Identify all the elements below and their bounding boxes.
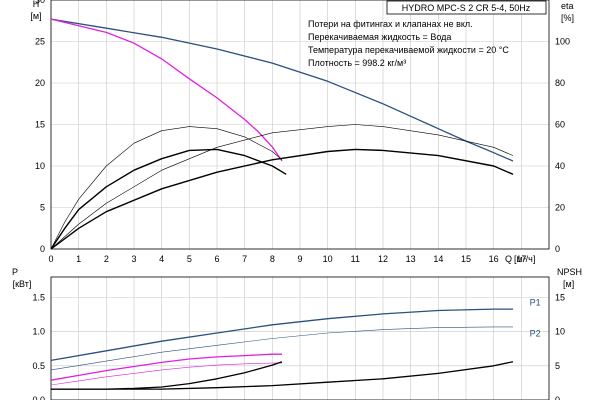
top-plot-frame [50, 0, 550, 250]
info-note-2: Перекачиваемая жидкость = Вода [308, 32, 451, 42]
y-left-tick-label-bottom: 0.0 [32, 395, 45, 400]
top-series-line-1 [50, 18, 283, 162]
bottom-series-line-2 [50, 353, 282, 381]
y-left-label-bottom: P [12, 267, 18, 277]
y-right-unit-top: [%] [561, 13, 574, 23]
bottom-series-group [50, 308, 514, 390]
y-right-tick-label: 100 [555, 37, 570, 47]
x-axis-unit: [м³/ч] [514, 254, 535, 264]
top-ticks: 0 1 2 3 4 5 6 7 8 9 10 11 12 13 14 15 16 1705101520253002… [35, 0, 570, 264]
top-series-line-5 [50, 148, 514, 250]
x-tick-label: 7 [242, 254, 247, 264]
series-label-p1: P1 [530, 297, 541, 307]
bottom-series-line-0 [50, 308, 513, 362]
y-left-unit-bottom: [кВт] [13, 279, 32, 289]
y-left-tick-label: 30 [35, 0, 45, 5]
top-series-line-4 [50, 148, 287, 250]
y-right-tick-label: 80 [555, 78, 565, 88]
series-label-p2: P2 [530, 329, 541, 339]
x-tick-label: 15 [461, 254, 471, 264]
x-tick-label: 16 [489, 254, 499, 264]
top-grid [50, 0, 549, 250]
y-right-tick-label-bottom: 10 [555, 327, 565, 337]
x-tick-label: 13 [406, 254, 416, 264]
x-tick-label: 6 [214, 254, 219, 264]
bottom-plot-frame [50, 276, 550, 400]
x-tick-label: 8 [270, 254, 275, 264]
x-tick-label: 10 [323, 254, 333, 264]
y-right-tick-label: 60 [555, 120, 565, 130]
x-tick-label: 12 [378, 254, 388, 264]
bottom-ticks: 0.0 0.5 1.0 1.5 0 5 10 15 [32, 293, 565, 400]
x-tick-label: 17 [516, 254, 526, 264]
x-tick-label: 4 [159, 254, 164, 264]
y-left-tick-label-bottom: 0.5 [32, 361, 45, 371]
y-left-tick-label: 15 [35, 120, 45, 130]
y-left-tick-label-bottom: 1.0 [32, 327, 45, 337]
y-right-unit-bottom: [м] [563, 279, 574, 289]
y-right-tick-label-bottom: 5 [555, 361, 560, 371]
y-left-tick-label: 25 [35, 37, 45, 47]
x-tick-label: 11 [351, 254, 360, 264]
top-panel: 0 1 2 3 4 5 6 7 8 9 10 11 12 13 14 15 16 1705101520253002… [30, 0, 574, 264]
y-left-tick-label: 5 [40, 203, 45, 213]
bottom-series-line-3 [50, 362, 282, 386]
y-right-label-top: eta [561, 1, 574, 11]
y-left-tick-label-bottom: 1.5 [32, 293, 45, 303]
y-right-label-bottom: NPSH [557, 267, 582, 277]
bottom-series-line-1 [50, 326, 513, 371]
top-series-line-2 [50, 126, 283, 250]
x-tick-label: 5 [187, 254, 192, 264]
y-right-tick-label-bottom: 0 [555, 395, 560, 400]
info-note-3: Температура перекачиваемой жидкости = 20… [308, 45, 509, 55]
y-right-tick-label: 20 [555, 203, 565, 213]
bottom-grid [50, 277, 549, 400]
y-left-tick-label: 20 [35, 78, 45, 88]
x-tick-label: 9 [297, 254, 302, 264]
title-box [386, 0, 547, 15]
y-right-tick-label: 0 [555, 244, 560, 254]
x-tick-label: 1 [76, 254, 81, 264]
y-left-unit-top: [м] [30, 11, 41, 21]
top-series-line-0 [50, 18, 514, 162]
info-note-1: Потери на фитингах и клапанах не вкл. [308, 19, 473, 29]
y-right-tick-label: 40 [555, 161, 565, 171]
bottom-panel: 0.0 0.5 1.0 1.5 0 5 10 15 P [кВт] NPSH [м] P1 P… [12, 267, 582, 400]
bottom-series-line-5 [51, 361, 514, 390]
y-left-tick-label: 10 [35, 161, 45, 171]
y-left-tick-label: 0 [40, 244, 45, 254]
info-note-4: Плотность = 998.2 кг/м³ [308, 58, 406, 68]
y-right-tick-label-bottom: 15 [555, 293, 565, 303]
y-left-label-top: H [33, 0, 40, 9]
x-tick-label: 3 [131, 254, 136, 264]
x-axis-label: Q [505, 254, 512, 264]
x-tick-label: 0 [48, 254, 53, 264]
x-tick-label: 14 [433, 254, 443, 264]
top-series-line-3 [50, 124, 514, 250]
chart-title: HYDRO MPC-S 2 CR 5-4, 50Hz [402, 3, 531, 13]
top-series-group [50, 18, 514, 250]
x-tick-label: 2 [104, 254, 109, 264]
